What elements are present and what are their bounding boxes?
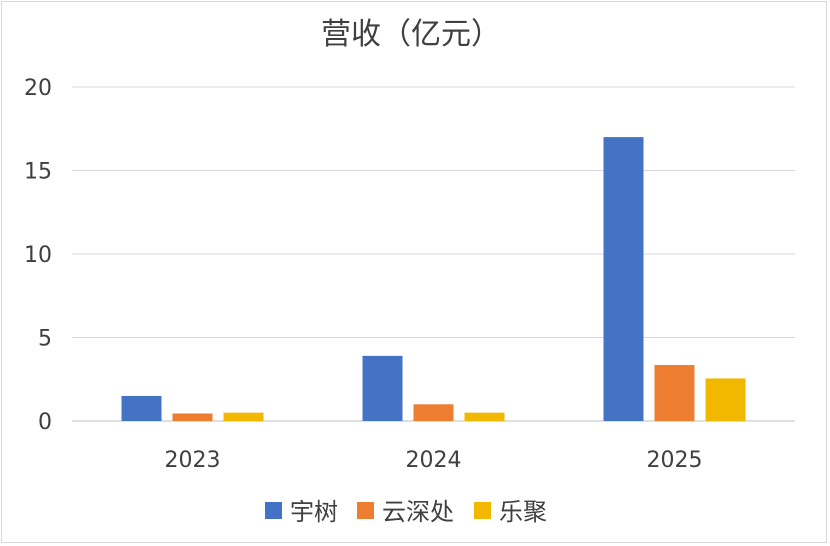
bar-2-0 bbox=[603, 137, 644, 421]
legend: 宇树 云深处 乐聚 bbox=[265, 498, 547, 526]
y-tick-label: 5 bbox=[38, 327, 52, 352]
bar-2-2 bbox=[705, 378, 746, 421]
bar-2-1 bbox=[654, 365, 695, 421]
bars bbox=[121, 137, 746, 421]
legend-label: 云深处 bbox=[382, 498, 454, 526]
bar-1-2 bbox=[464, 412, 505, 421]
x-axis-ticks: 2023 2024 2025 bbox=[165, 448, 703, 473]
bar-1-0 bbox=[362, 355, 403, 421]
x-tick-label: 2023 bbox=[165, 448, 221, 473]
legend-swatch bbox=[265, 502, 282, 519]
y-axis-ticks: 0 5 10 15 20 bbox=[24, 76, 52, 435]
chart-title: 营收（亿元） bbox=[321, 17, 501, 52]
legend-label: 宇树 bbox=[290, 498, 338, 526]
bar-0-2 bbox=[223, 412, 264, 421]
bar-0-0 bbox=[121, 395, 162, 421]
bar-0-1 bbox=[172, 413, 213, 421]
y-tick-label: 10 bbox=[24, 243, 52, 268]
legend-swatch bbox=[357, 502, 374, 519]
y-tick-label: 0 bbox=[38, 410, 52, 435]
legend-label: 乐聚 bbox=[499, 498, 547, 526]
y-tick-label: 20 bbox=[24, 76, 52, 101]
bar-1-1 bbox=[413, 404, 454, 421]
x-tick-label: 2024 bbox=[406, 448, 462, 473]
y-tick-label: 15 bbox=[24, 160, 52, 185]
legend-swatch bbox=[474, 502, 491, 519]
x-tick-label: 2025 bbox=[647, 448, 703, 473]
